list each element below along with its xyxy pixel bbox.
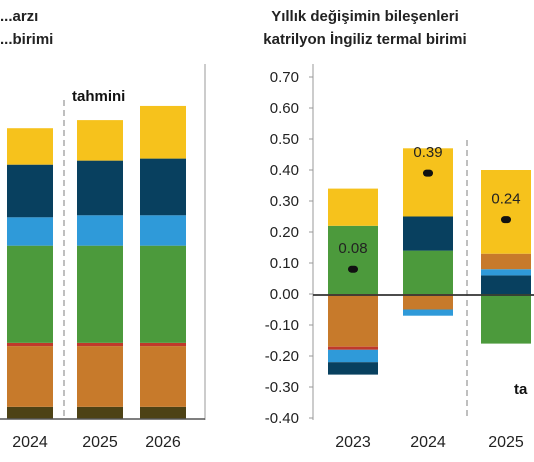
left-bar-segment-2026-5	[140, 158, 186, 216]
right-x-tick-label: 2023	[335, 434, 371, 451]
left-chart-title: ...arzı	[0, 8, 38, 25]
left-bar-segment-2025-0	[77, 406, 123, 419]
right-y-tick-label: 0.30	[270, 193, 299, 210]
right-bars	[328, 148, 531, 375]
right-y-tick-label: 0.40	[270, 162, 299, 179]
left-bar-segment-2024-0	[7, 406, 53, 419]
right-x-tick-label: 2025	[488, 434, 524, 451]
right-x-tick-label: 2024	[410, 434, 446, 451]
right-bar-segment-2023-3	[328, 294, 378, 347]
right-bar-segment-2023-6	[328, 362, 378, 375]
right-bar-segment-2025-0	[481, 294, 531, 344]
left-x-tick-label: 2025	[82, 434, 118, 451]
right-bar-segment-2025-1	[481, 275, 531, 294]
right-bar-segment-2023-5	[328, 349, 378, 363]
left-bar-segment-2026-4	[140, 215, 186, 246]
right-net-label: 0.08	[338, 240, 367, 257]
right-net-label: 0.24	[491, 191, 520, 208]
right-y-tick-label: -0.10	[265, 317, 299, 334]
right-bar-segment-2025-3	[481, 253, 531, 270]
left-bar-segment-2025-5	[77, 160, 123, 216]
right-y-ticks: 0.70 0.60 0.50 0.40 0.30 0.20 0.10 0.00 -0.10 -0.…	[265, 69, 313, 427]
right-chart-subtitle: katrilyon İngiliz termal birimi	[263, 31, 466, 48]
right-bar-segment-2025-7	[481, 170, 531, 254]
right-bar-segment-2023-7	[328, 188, 378, 226]
left-bars	[7, 105, 186, 419]
left-bar-segment-2026-1	[140, 346, 186, 407]
right-net-marker	[423, 169, 433, 177]
left-bar-segment-2026-3	[140, 245, 186, 343]
left-bar-segment-2025-4	[77, 215, 123, 246]
right-y-tick-label: -0.20	[265, 348, 299, 365]
left-x-tick-label: 2024	[12, 434, 48, 451]
left-bar-segment-2025-3	[77, 245, 123, 343]
right-y-tick-label: 0.20	[270, 224, 299, 241]
left-bar-segment-2024-4	[7, 217, 53, 246]
left-panel: ...arzı ...birimi tahmini 2024 2025 2026	[0, 8, 206, 451]
right-y-tick-label: 0.50	[270, 131, 299, 148]
left-bar-segment-2026-0	[140, 406, 186, 419]
left-x-ticks: 2024 2025 2026	[12, 434, 181, 451]
right-y-tick-label: 0.60	[270, 100, 299, 117]
left-x-tick-label: 2026	[145, 434, 181, 451]
left-bar-segment-2026-2	[140, 342, 186, 347]
right-bar-segment-2024-3	[403, 294, 453, 310]
right-bar-segment-2024-5	[403, 309, 453, 316]
left-bar-segment-2024-1	[7, 346, 53, 407]
left-bar-segment-2024-5	[7, 164, 53, 218]
left-bar-segment-2024-2	[7, 342, 53, 347]
left-bar-segment-2024-6	[7, 128, 53, 165]
right-bar-segment-2023-4	[328, 346, 378, 350]
right-net-label: 0.39	[413, 144, 442, 161]
right-chart-title: Yıllık değişimin bileşenleri	[271, 8, 459, 25]
right-net-labels: 0.08 0.39 0.24	[338, 144, 520, 257]
left-forecast-note: tahmini	[72, 88, 125, 105]
right-bar-segment-2025-2	[481, 269, 531, 276]
right-y-tick-label: -0.40	[265, 410, 299, 427]
left-chart-subtitle: ...birimi	[0, 31, 53, 48]
right-y-tick-label: -0.30	[265, 379, 299, 396]
left-bar-segment-2025-6	[77, 120, 123, 161]
right-bar-segment-2024-7	[403, 148, 453, 217]
right-y-tick-label: 0.00	[270, 286, 299, 303]
left-bar-segment-2024-3	[7, 245, 53, 343]
left-bar-segment-2025-2	[77, 342, 123, 347]
right-y-tick-label: 0.70	[270, 69, 299, 86]
right-y-tick-label: 0.10	[270, 255, 299, 272]
right-bar-segment-2023-0	[328, 225, 378, 294]
right-x-ticks: 2023 2024 2025	[335, 434, 524, 451]
left-bar-segment-2026-6	[140, 105, 186, 159]
right-net-marker	[501, 216, 511, 224]
right-net-marker	[348, 265, 358, 273]
left-bar-segment-2025-1	[77, 346, 123, 407]
right-bar-segment-2024-0	[403, 250, 453, 294]
right-bar-segment-2024-1	[403, 216, 453, 251]
right-forecast-note: ta	[514, 381, 528, 398]
right-net-markers	[348, 169, 511, 273]
right-panel: Yıllık değişimin bileşenleri katrilyon İ…	[263, 8, 534, 451]
